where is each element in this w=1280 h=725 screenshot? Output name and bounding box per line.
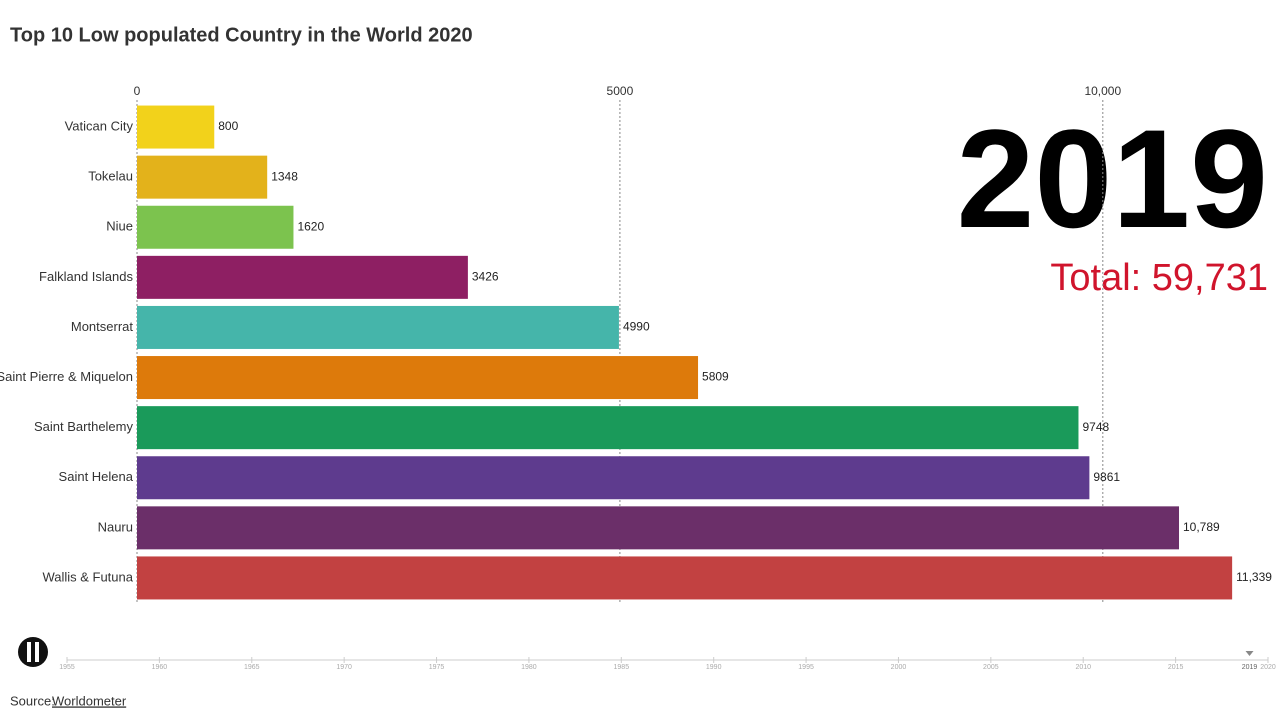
timeline-tick-label: 1990 xyxy=(706,664,722,671)
total-label: Total: 59,731 xyxy=(1050,257,1268,299)
bar xyxy=(137,556,1233,600)
play-circle[interactable] xyxy=(18,637,48,667)
value-label: 9861 xyxy=(1093,470,1120,484)
timeline-tick-label: 2005 xyxy=(983,664,999,671)
timeline-tick-label: 2015 xyxy=(1168,664,1184,671)
bar xyxy=(137,506,1180,550)
value-label: 4990 xyxy=(623,320,650,334)
bar xyxy=(137,356,699,400)
timeline-tick-label: 2020 xyxy=(1260,664,1276,671)
timeline-tick-label: 1995 xyxy=(798,664,814,671)
bar xyxy=(137,205,294,249)
bar xyxy=(137,305,619,349)
source-link[interactable]: Worldometer xyxy=(52,693,127,708)
value-label: 10,789 xyxy=(1183,520,1220,534)
value-label: 5809 xyxy=(702,370,729,384)
pause-bar[interactable] xyxy=(35,642,39,662)
timeline-tick-label: 1955 xyxy=(59,664,75,671)
bar xyxy=(137,406,1079,450)
category-label: Wallis & Futuna xyxy=(42,569,133,584)
bar xyxy=(137,255,468,299)
x-tick-label: 5000 xyxy=(607,84,634,98)
timeline-tick-label: 2000 xyxy=(891,664,907,671)
category-label: Tokelau xyxy=(88,169,133,184)
year-label: 2019 xyxy=(957,100,1268,257)
timeline-marker xyxy=(1245,651,1254,656)
value-label: 1620 xyxy=(297,219,324,233)
value-label: 1348 xyxy=(271,169,298,183)
category-label: Montserrat xyxy=(71,319,134,334)
x-tick-label: 10,000 xyxy=(1084,84,1121,98)
category-label: Saint Helena xyxy=(59,469,134,484)
source-label: Source: xyxy=(10,693,55,708)
bar xyxy=(137,456,1090,500)
value-label: 11,339 xyxy=(1236,570,1272,584)
category-label: Vatican City xyxy=(65,118,134,133)
category-label: Saint Pierre & Miquelon xyxy=(0,369,133,384)
bar xyxy=(137,155,268,199)
timeline-tick-label: 1975 xyxy=(429,664,445,671)
x-tick-label: 0 xyxy=(134,84,141,98)
timeline-tick-label: 1960 xyxy=(152,664,168,671)
category-label: Nauru xyxy=(98,519,133,534)
chart-title: Top 10 Low populated Country in the Worl… xyxy=(10,24,473,46)
bar xyxy=(137,105,215,149)
timeline-tick-label: 1970 xyxy=(336,664,352,671)
value-label: 800 xyxy=(218,119,238,133)
timeline-tick-label: 1980 xyxy=(521,664,537,671)
category-label: Saint Barthelemy xyxy=(34,419,133,434)
timeline-tick-label: 1965 xyxy=(244,664,260,671)
value-label: 3426 xyxy=(472,270,499,284)
category-label: Falkland Islands xyxy=(39,269,133,284)
pause-bar[interactable] xyxy=(27,642,31,662)
value-label: 9748 xyxy=(1082,420,1109,434)
play-button[interactable] xyxy=(18,637,48,667)
timeline-tick-label: 2010 xyxy=(1075,664,1091,671)
timeline-current-label: 2019 xyxy=(1242,664,1258,671)
timeline-tick-label: 1985 xyxy=(614,664,630,671)
category-label: Niue xyxy=(106,219,133,234)
